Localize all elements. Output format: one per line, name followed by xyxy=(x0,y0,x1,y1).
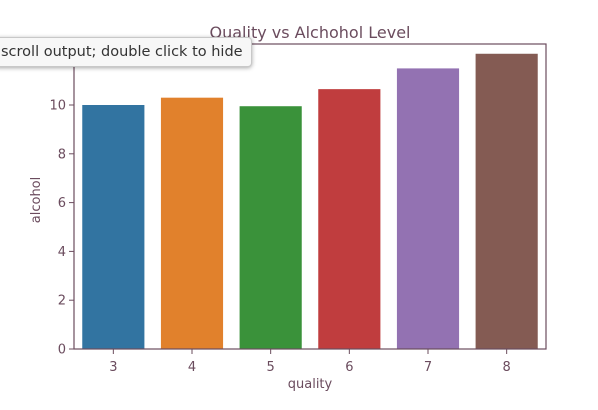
x-tick-label: 5 xyxy=(267,360,275,375)
y-axis-ticks: 024681012 xyxy=(49,50,74,358)
axes xyxy=(73,43,547,350)
x-tick-label: 4 xyxy=(188,360,196,375)
bar-quality-5 xyxy=(239,106,302,349)
y-tick-label: 0 xyxy=(58,343,66,358)
x-axis-label: quality xyxy=(288,377,333,392)
output-scroll-tooltip[interactable]: scroll output; double click to hide xyxy=(0,37,252,67)
y-tick-label: 2 xyxy=(58,294,66,309)
x-tick-label: 7 xyxy=(424,360,432,375)
y-tick-label: 8 xyxy=(58,147,66,162)
chart-title: Quality vs Alchohol Level xyxy=(210,23,411,42)
bar-quality-7 xyxy=(396,68,460,350)
bars-group xyxy=(82,53,538,350)
bar-quality-3 xyxy=(82,105,145,349)
y-tick-label: 4 xyxy=(58,245,66,260)
x-tick-label: 6 xyxy=(345,360,353,375)
x-axis-ticks: 3 4 5 6 7 8 xyxy=(109,349,511,375)
bar-quality-8 xyxy=(475,53,538,349)
bar-quality-6 xyxy=(318,89,381,349)
bar-quality-4 xyxy=(160,97,224,350)
y-axis-label: alcohol xyxy=(29,177,44,223)
y-tick-label: 10 xyxy=(49,99,66,114)
y-tick-label: 6 xyxy=(58,196,66,211)
plot-frame xyxy=(73,43,547,350)
x-tick-label: 8 xyxy=(503,360,511,375)
x-tick-label: 3 xyxy=(109,360,117,375)
